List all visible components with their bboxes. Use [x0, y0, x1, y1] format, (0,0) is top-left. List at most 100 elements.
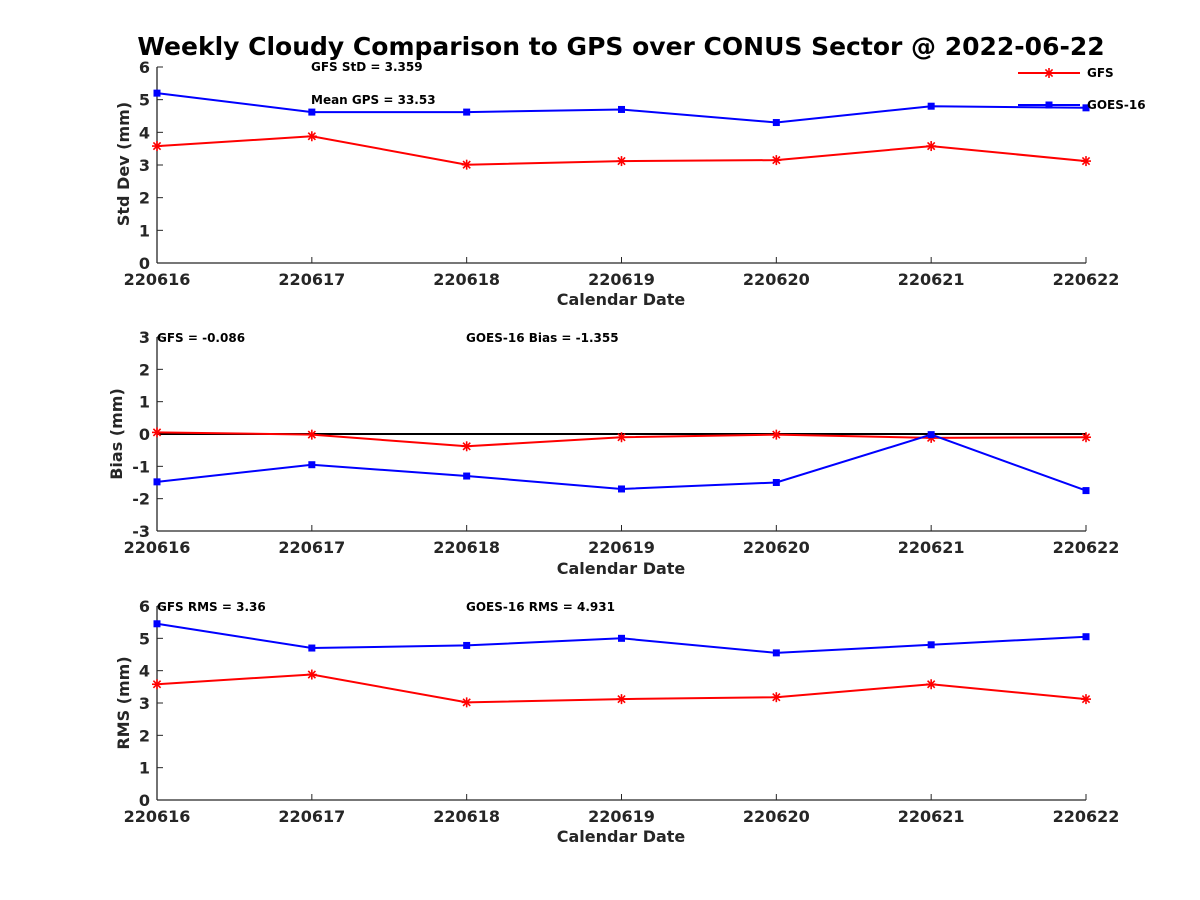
panel-bias-axes: -3 -2 -1 0 1 2 3 220616 220617 220618 220619 220620…	[124, 328, 1120, 557]
bias-point-gfs	[616, 432, 627, 443]
std-dev-x-tick-label: 220620	[743, 270, 810, 289]
bias-series-line-goes-16	[156, 433, 1087, 492]
rms-point-goes-16	[1082, 633, 1090, 641]
std-dev-point-goes-16	[618, 105, 625, 113]
panel-rms: 0 1 2 3 4 5 6 220616 220617 220618 220619 220620 220…	[114, 597, 1119, 846]
annotation-gfs-bias: GFS = -0.086	[157, 331, 245, 345]
legend-label-goes: GOES-16	[1087, 98, 1146, 112]
annotation-gfs-rms: GFS RMS = 3.36	[157, 600, 266, 614]
panel-std-dev-ylabel: Std Dev (mm)	[114, 102, 133, 226]
bias-y-tick-label: -3	[132, 522, 150, 541]
legend-marker-goes-shape	[1045, 101, 1053, 109]
std-dev-point-gfs	[771, 155, 782, 166]
std-dev-point-goes-16	[927, 102, 935, 110]
rms-x-tick-label: 220619	[588, 807, 655, 826]
bias-x-tick-label: 220618	[433, 538, 500, 557]
panel-std-dev-xlabel: Calendar Date	[557, 290, 686, 309]
std-dev-y-tick-label: 2	[139, 189, 150, 208]
legend-label-gfs: GFS	[1087, 66, 1114, 80]
rms-x-tick-label: 220622	[1053, 807, 1120, 826]
std-dev-point-gfs	[926, 141, 937, 152]
panel-rms-series	[152, 620, 1091, 708]
rms-point-gfs	[152, 679, 162, 690]
rms-y-tick-label: 1	[139, 759, 150, 778]
bias-point-goes-16	[308, 461, 316, 469]
std-dev-point-gfs	[461, 159, 472, 170]
bias-y-tick-label: 0	[139, 425, 150, 444]
bias-point-goes-16	[618, 485, 625, 493]
chart-title: Weekly Cloudy Comparison to GPS over CON…	[137, 32, 1104, 61]
rms-point-goes-16	[153, 620, 161, 628]
rms-point-goes-16	[772, 649, 780, 657]
bias-y-tick-label: 3	[139, 328, 150, 347]
panel-rms-xlabel: Calendar Date	[557, 827, 686, 846]
bias-point-gfs	[461, 441, 472, 452]
legend-marker-gfs	[1044, 68, 1054, 78]
panel-std-dev: 0 1 2 3 4 5 6 220616 220617 220618 220619 220620 220…	[114, 58, 1119, 309]
panel-bias: -3 -2 -1 0 1 2 3 220616 220617 220618 220619 220620…	[107, 328, 1119, 578]
panel-bias-xlabel: Calendar Date	[557, 559, 686, 578]
legend: GFS GOES-16	[1018, 66, 1146, 112]
bias-y-tick-label: 1	[139, 393, 150, 412]
rms-point-goes-16	[927, 641, 935, 649]
rms-y-tick-label: 4	[139, 662, 150, 681]
rms-point-gfs	[306, 669, 317, 680]
bias-y-tick-label: -2	[132, 490, 150, 509]
bias-point-gfs	[306, 429, 317, 440]
rms-y-tick-label: 6	[139, 597, 150, 616]
std-dev-y-tick-label: 0	[139, 254, 150, 273]
rms-x-tick-label: 220618	[433, 807, 500, 826]
panel-std-dev-axes: 0 1 2 3 4 5 6 220616 220617 220618 220619 220620 220…	[124, 58, 1120, 289]
std-dev-point-gfs	[152, 141, 162, 152]
annotation-mean-gps: Mean GPS = 33.53	[311, 93, 436, 107]
bias-x-tick-label: 220619	[588, 538, 655, 557]
panel-bias-ylabel: Bias (mm)	[107, 388, 126, 480]
std-dev-y-tick-label: 4	[139, 123, 150, 142]
rms-point-gfs	[461, 697, 472, 708]
std-dev-point-gfs	[1081, 156, 1091, 167]
bias-point-gfs	[771, 429, 782, 440]
bias-point-goes-16	[1082, 487, 1090, 495]
bias-point-gfs	[1081, 432, 1091, 443]
rms-x-tick-label: 220621	[898, 807, 965, 826]
std-dev-point-goes-16	[772, 119, 780, 127]
bias-y-tick-label: -1	[132, 457, 150, 476]
std-dev-point-gfs	[616, 156, 627, 167]
bias-point-goes-16	[927, 431, 935, 439]
bias-point-goes-16	[463, 472, 471, 480]
rms-point-goes-16	[618, 634, 625, 642]
bias-x-tick-label: 220620	[743, 538, 810, 557]
std-dev-x-tick-label: 220618	[433, 270, 500, 289]
std-dev-y-tick-label: 3	[139, 156, 150, 175]
rms-y-tick-label: 2	[139, 726, 150, 745]
rms-point-gfs	[1081, 694, 1091, 705]
bias-x-tick-label: 220621	[898, 538, 965, 557]
std-dev-y-tick-label: 1	[139, 221, 150, 240]
bias-point-goes-16	[153, 478, 161, 486]
bias-x-tick-label: 220616	[124, 538, 191, 557]
std-dev-point-goes-16	[1082, 104, 1090, 112]
std-dev-x-tick-label: 220617	[278, 270, 345, 289]
std-dev-x-tick-label: 220616	[124, 270, 191, 289]
bias-x-tick-label: 220617	[278, 538, 345, 557]
std-dev-x-tick-label: 220622	[1053, 270, 1120, 289]
std-dev-point-goes-16	[308, 108, 316, 116]
bias-point-gfs	[152, 427, 162, 438]
bias-x-tick-label: 220622	[1053, 538, 1120, 557]
std-dev-x-tick-label: 220619	[588, 270, 655, 289]
std-dev-point-goes-16	[463, 108, 471, 116]
panel-rms-axes: 0 1 2 3 4 5 6 220616 220617 220618 220619 220620 220…	[124, 597, 1120, 826]
rms-x-tick-label: 220617	[278, 807, 345, 826]
bias-y-tick-label: 2	[139, 360, 150, 379]
annotation-goes-rms: GOES-16 RMS = 4.931	[466, 600, 615, 614]
std-dev-y-tick-label: 5	[139, 91, 150, 110]
rms-y-tick-label: 3	[139, 694, 150, 713]
bias-point-goes-16	[772, 479, 780, 486]
legend-marker-goes	[1045, 101, 1053, 109]
panel-std-dev-series	[152, 89, 1091, 170]
rms-x-tick-label: 220620	[743, 807, 810, 826]
std-dev-point-goes-16	[153, 89, 161, 97]
panel-bias-series	[152, 427, 1091, 495]
rms-point-gfs	[926, 679, 937, 690]
